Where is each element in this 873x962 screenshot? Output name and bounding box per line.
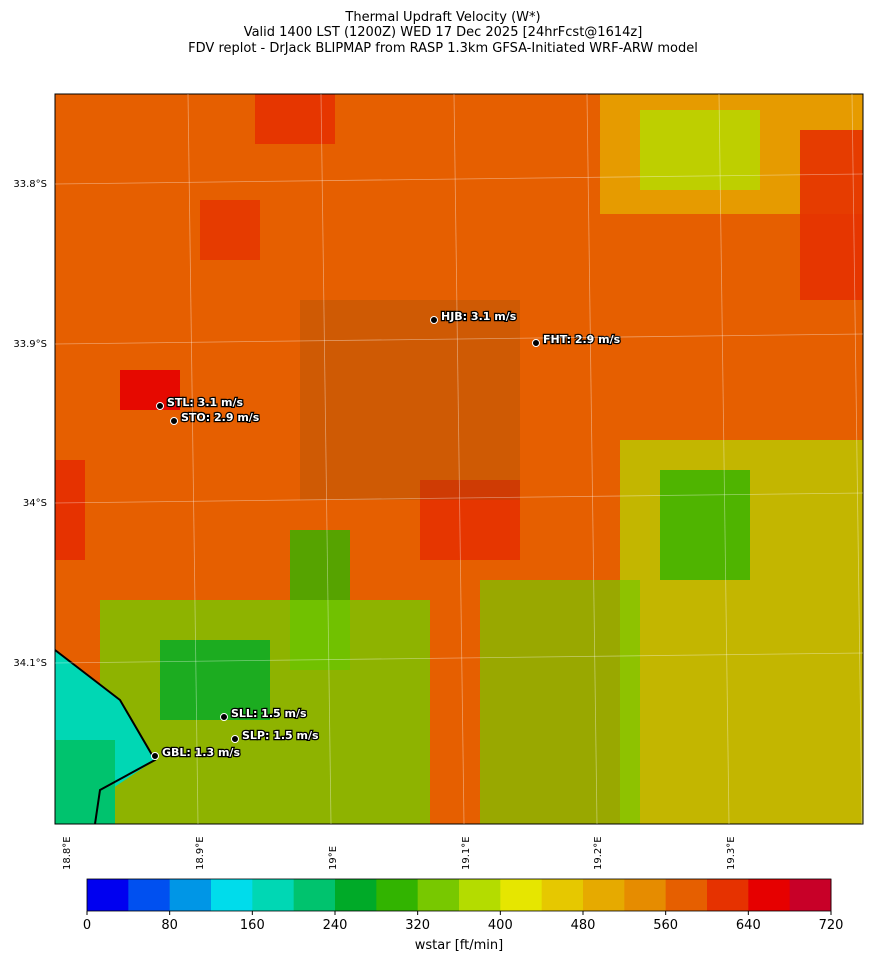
- lon-label: 18.9°E: [195, 836, 206, 870]
- map: [54, 93, 864, 825]
- title: FDV replot - DrJack BLIPMAP from RASP 1.…: [188, 41, 698, 56]
- station-dot: [231, 735, 239, 743]
- station-dot: [170, 417, 178, 425]
- graticule: [586, 93, 598, 825]
- station-label: HJB: 3.1 m/s: [441, 310, 517, 323]
- graticule: [54, 333, 864, 345]
- station-dot: [151, 752, 159, 760]
- colorbar-swatch: [376, 879, 419, 911]
- colorbar-label: wstar [ft/min]: [415, 938, 503, 953]
- colorbar-tick-label: 80: [161, 918, 178, 933]
- lat-label: 34°S: [23, 498, 47, 509]
- colorbar-swatch: [417, 879, 460, 911]
- colorbar-tick-label: 480: [571, 918, 596, 933]
- stations: HJB: 3.1 m/s FHT: 2.9 m/s STL: 3.1 m/s STO:…: [151, 309, 622, 760]
- colorbar-swatch: [624, 879, 667, 911]
- title: Thermal Updraft Velocity (W*): [344, 10, 540, 25]
- colorbar-tick-label: 560: [653, 918, 678, 933]
- station-label: STO: 2.9 m/s: [181, 411, 260, 424]
- axes: 33.8°S 33.9°S 34°S 34.1°S 18.8°E 18.9°E 19°E 19…: [13, 93, 864, 870]
- colorbar-swatch: [293, 879, 336, 911]
- station-label: SLP: 1.5 m/s: [242, 729, 319, 742]
- colorbar-swatch: [211, 879, 253, 911]
- colorbar-tick-label: 0: [83, 918, 91, 933]
- lat-label: 33.9°S: [13, 339, 47, 350]
- lat-label: 33.8°S: [13, 179, 47, 190]
- colorbar: 0 80 160 240 320 400 480 560 640 720 wstar [ft/min…: [83, 878, 844, 953]
- colorbar-swatch: [748, 879, 791, 911]
- colorbar-swatch: [541, 879, 584, 911]
- colorbar-swatch: [169, 879, 212, 911]
- lon-label: 19.1°E: [461, 836, 472, 870]
- station-dot: [532, 339, 540, 347]
- graticule: [54, 492, 864, 504]
- colorbar-tick-label: 400: [488, 918, 513, 933]
- graticule: [851, 93, 863, 825]
- station-label: STL: 3.1 m/s: [167, 396, 243, 409]
- lon-label: 18.8°E: [62, 836, 73, 870]
- colorbar-swatch: [583, 879, 625, 911]
- colorbar-frame: [86, 878, 832, 912]
- station-label: FHT: 2.9 m/s: [543, 333, 621, 346]
- lon-label: 19°E: [328, 846, 339, 870]
- station-label: SLL: 1.5 m/s: [231, 707, 307, 720]
- station-label: GBL: 1.3 m/s: [162, 746, 240, 759]
- colorbar-swatch: [500, 879, 543, 911]
- colorbar-tick-label: 720: [819, 918, 844, 933]
- colorbar-swatch: [665, 879, 708, 911]
- colorbar-swatch: [252, 879, 295, 911]
- graticule: [54, 652, 864, 664]
- colorbar-swatch: [707, 879, 749, 911]
- lat-label: 34.1°S: [13, 658, 47, 669]
- graticule: [54, 173, 864, 185]
- graticule: [453, 93, 465, 825]
- colorbar-tick-label: 240: [323, 918, 348, 933]
- lon-label: 19.2°E: [593, 836, 604, 870]
- colorbar-swatch: [128, 879, 171, 911]
- colorbar-tick-label: 160: [240, 918, 265, 933]
- title: Valid 1400 LST (1200Z) WED 17 Dec 2025 […: [244, 25, 643, 40]
- station-dot: [156, 402, 164, 410]
- lon-label: 19.3°E: [726, 836, 737, 870]
- colorbar-tick-label: 320: [405, 918, 430, 933]
- colorbar-swatch: [789, 879, 832, 911]
- station-dot: [220, 713, 228, 721]
- station-dot: [430, 316, 438, 324]
- graticule: [718, 93, 730, 825]
- colorbar-tick-label: 640: [736, 918, 761, 933]
- colorbar-swatch: [335, 879, 377, 911]
- colorbar-swatch: [87, 879, 129, 911]
- graticule: [320, 93, 332, 825]
- graticule: [187, 93, 199, 825]
- colorbar-swatch: [459, 879, 501, 911]
